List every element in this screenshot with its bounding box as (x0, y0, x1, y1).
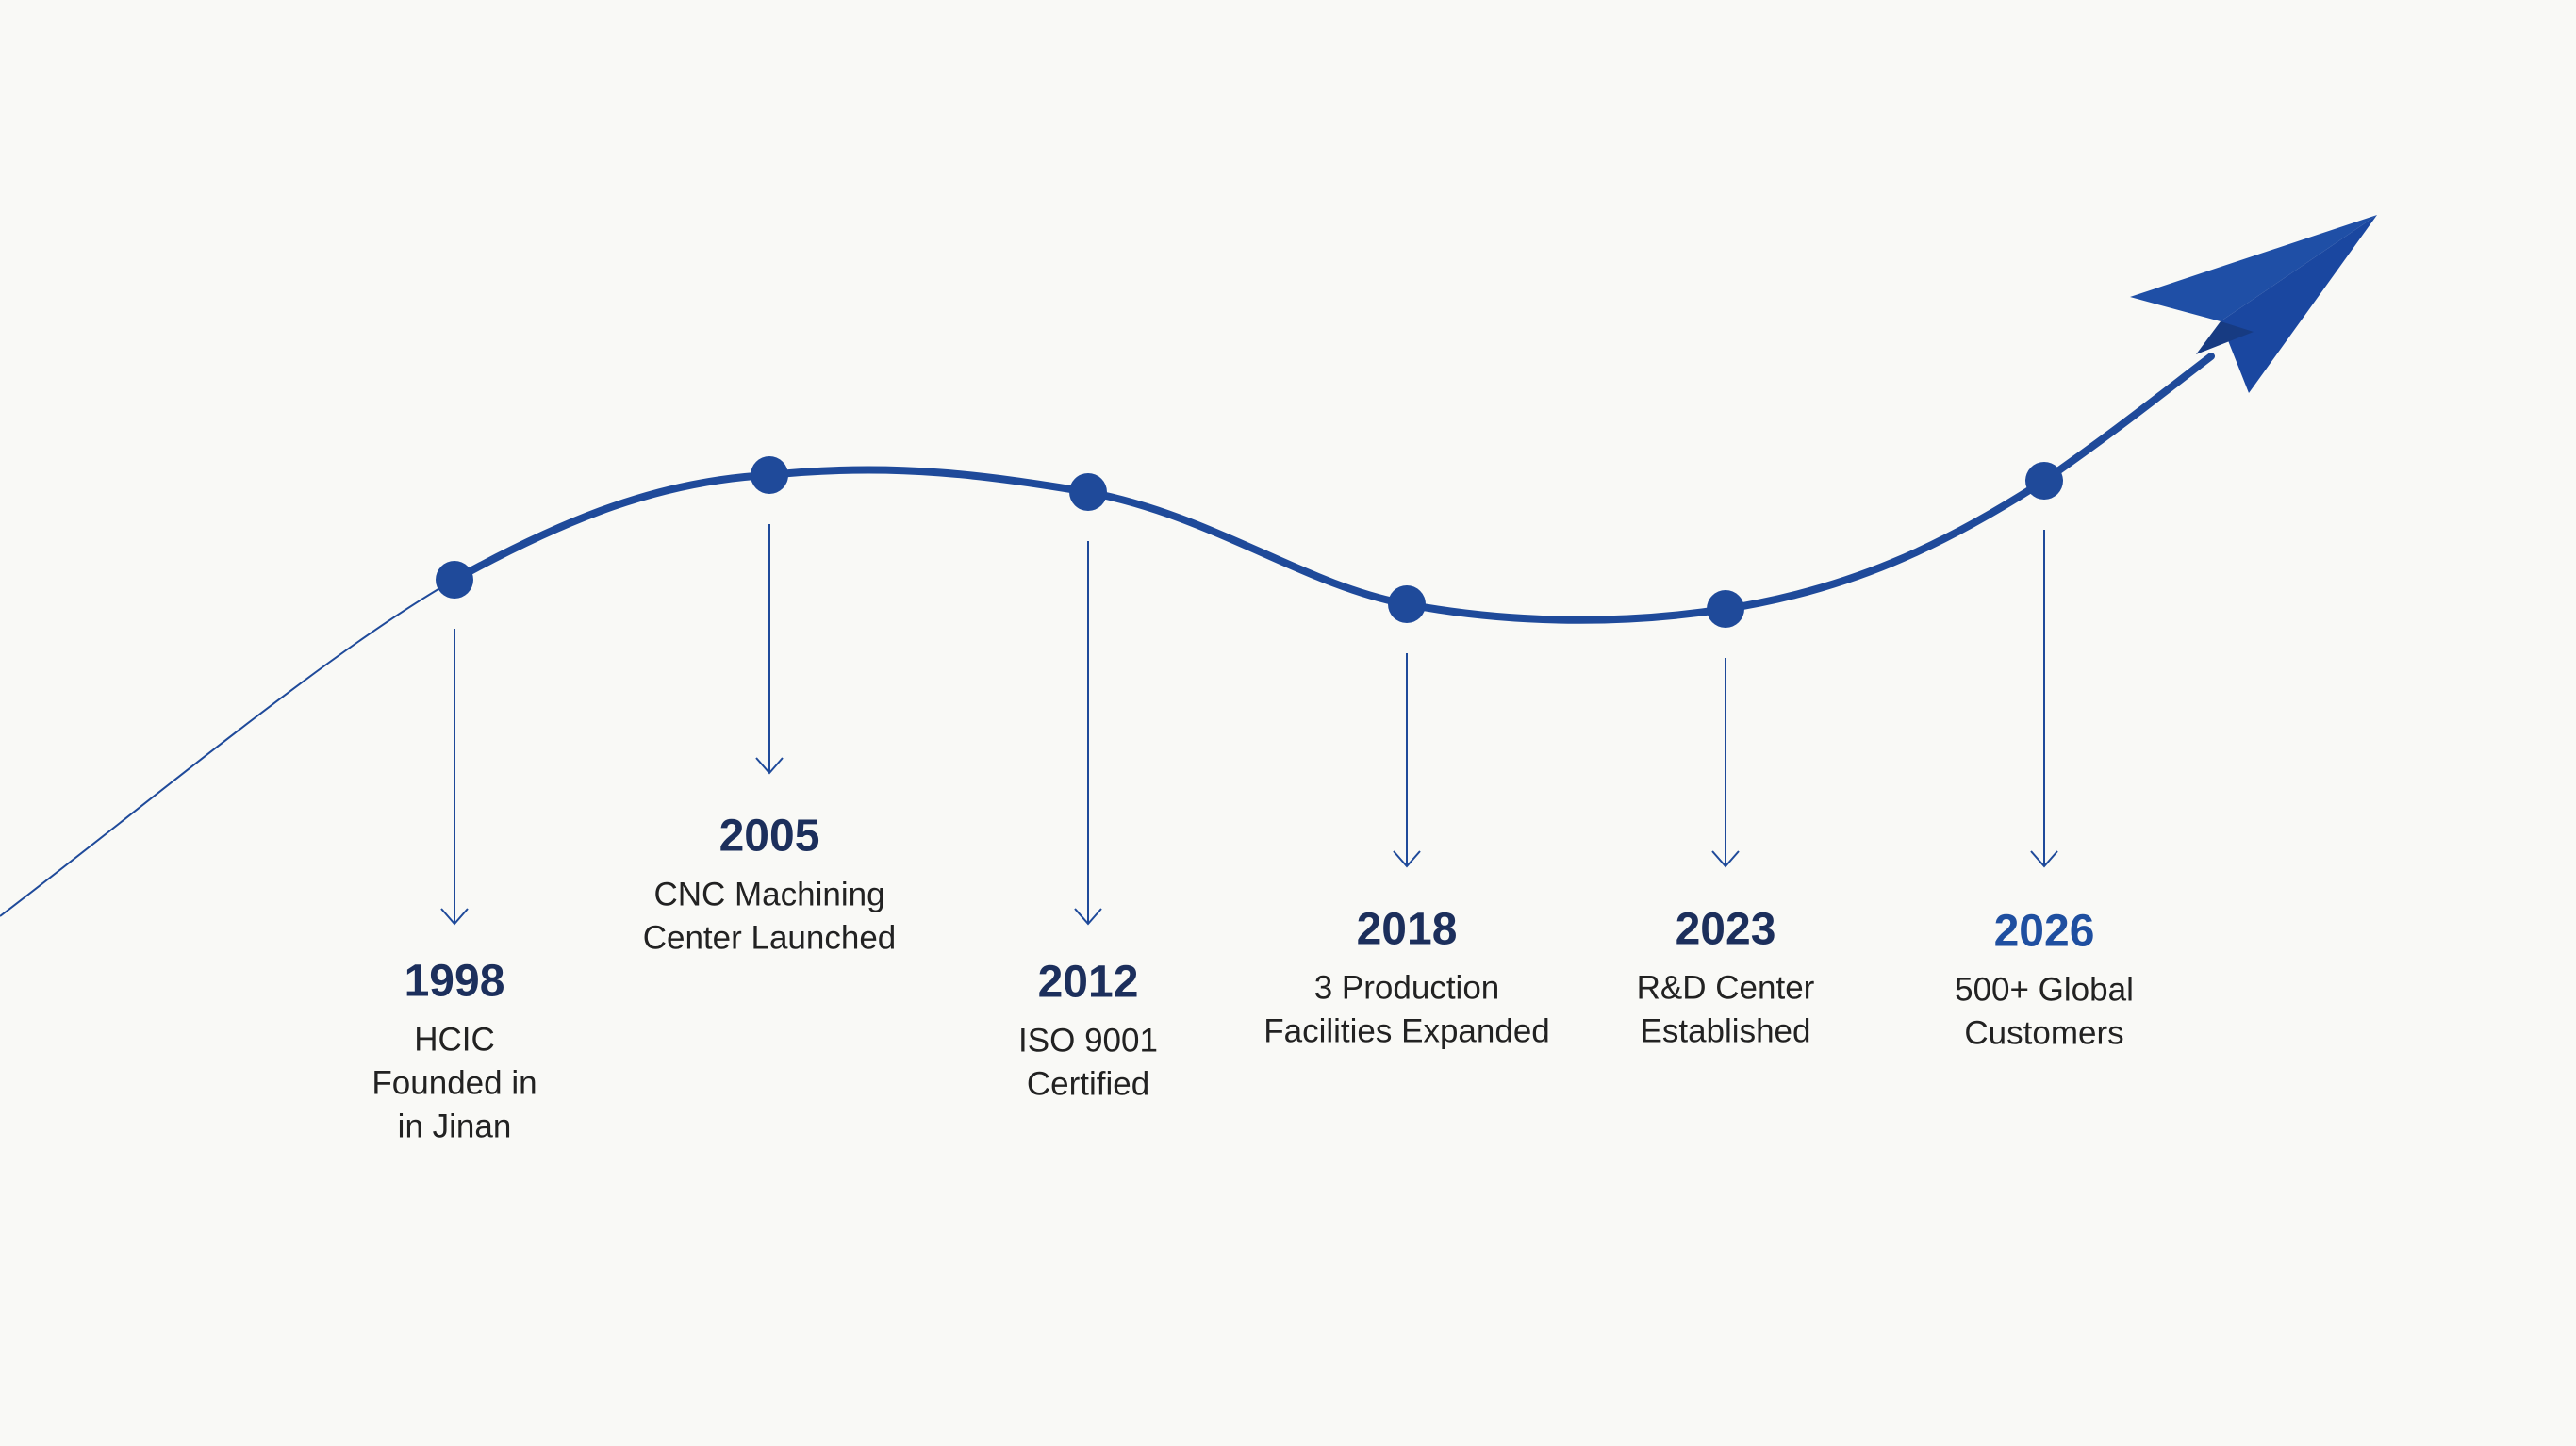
milestone-year: 2018 (1357, 905, 1458, 955)
milestone-description: HCIC (414, 1021, 495, 1058)
arrow-head (1711, 850, 1740, 868)
milestone-description: Certified (1027, 1065, 1149, 1102)
milestone-dot (751, 456, 788, 494)
arrow-head (440, 908, 469, 926)
arrow-head (2030, 850, 2058, 868)
milestone-description: 3 Production (1314, 969, 1500, 1006)
milestone-description: in Jinan (398, 1108, 512, 1144)
milestone-dot (436, 561, 473, 599)
milestone-year: 2023 (1676, 905, 1776, 955)
milestone-year: 2026 (1994, 907, 2095, 957)
milestone-description: Customers (1964, 1014, 2123, 1051)
milestone-year: 1998 (405, 957, 505, 1007)
arrow-head (1393, 850, 1421, 868)
milestone-description: Facilities Expanded (1263, 1012, 1550, 1049)
milestone-dot (1707, 590, 1744, 628)
milestone-description: Center Launched (643, 919, 897, 956)
milestone-dot (1069, 473, 1107, 511)
plane-wing (2130, 215, 2377, 321)
milestone-description: Founded in (372, 1064, 537, 1101)
milestones: 1998 HCIC Founded in in Jinan 2005 CNC Machin… (372, 456, 2134, 1144)
arrow-head (755, 757, 784, 775)
milestone-year: 2012 (1038, 958, 1139, 1008)
plane-wing (2221, 215, 2377, 393)
milestone-description: CNC Machining (653, 876, 884, 912)
plane-fold (2196, 321, 2254, 354)
milestone-description: R&D Center (1637, 969, 1815, 1006)
milestone-dot (1388, 585, 1426, 623)
milestone-year: 2005 (719, 812, 820, 862)
milestone-description: Established (1641, 1012, 1811, 1049)
milestone-description: 500+ Global (1955, 971, 2134, 1008)
milestone-description: ISO 9001 (1018, 1022, 1158, 1059)
curve-tail (0, 579, 455, 917)
paper-plane (2130, 215, 2377, 393)
arrow-head (1074, 908, 1102, 926)
milestone-dot (2025, 462, 2063, 500)
